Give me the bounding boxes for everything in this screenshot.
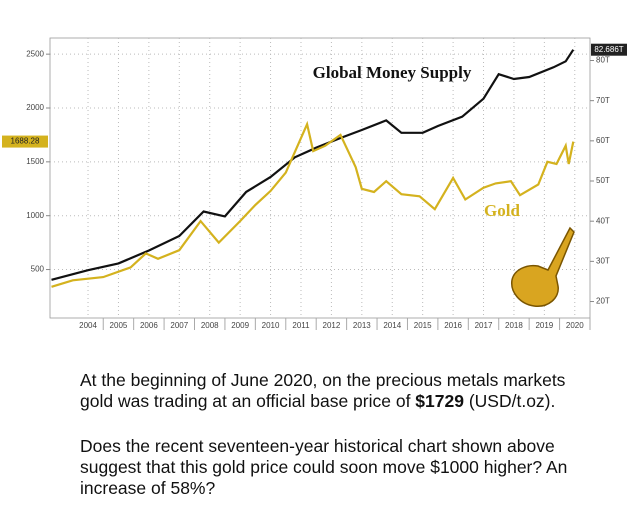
x-tick-label: 2005 — [110, 321, 128, 330]
caption-text: (USD/t.oz). — [463, 391, 556, 411]
x-tick-label: 2011 — [292, 321, 310, 330]
series-label: Global Money Supply — [313, 63, 472, 82]
y2-tick-label: 40T — [596, 216, 610, 225]
x-tick-label: 2015 — [414, 321, 432, 330]
plot-frame — [49, 37, 591, 319]
x-tick-label: 2014 — [383, 321, 401, 330]
x-tick-label: 2019 — [535, 321, 553, 330]
y-tick-label: 1500 — [26, 157, 44, 166]
y2-tick-label: 50T — [596, 176, 610, 185]
current-value-box — [2, 135, 48, 148]
x-tick-label: 2013 — [353, 321, 371, 330]
y2-tick-label: 60T — [596, 136, 610, 145]
y-tick-label: 500 — [31, 265, 45, 274]
y-tick-label: 2000 — [26, 103, 44, 112]
current-value-box — [591, 43, 627, 56]
x-tick-label: 2006 — [140, 321, 158, 330]
y2-tick-label: 80T — [596, 56, 610, 65]
current-value-label: 82.686T — [594, 45, 623, 54]
series-line — [51, 49, 575, 281]
caption-bold: $1729 — [415, 391, 464, 411]
x-tick-label: 2020 — [566, 321, 584, 330]
current-value-label: 1688.28 — [11, 137, 40, 146]
series-line — [51, 120, 575, 288]
chart: 500 1000 1500 2000 2500 20T 30T 40T 50T 60T 70T 80T… — [2, 37, 627, 330]
x-tick-label: 2010 — [262, 321, 280, 330]
caption-text: At the beginning of June 2020, on the pr… — [80, 370, 566, 411]
y2-tick-label: 20T — [596, 297, 610, 306]
x-tick-label: 2018 — [505, 321, 523, 330]
y2-tick-label: 70T — [596, 96, 610, 105]
y-tick-label: 1000 — [26, 211, 44, 220]
x-tick-label: 2009 — [231, 321, 249, 330]
caption-paragraph: Does the recent seventeen-year historica… — [80, 436, 600, 499]
x-tick-label: 2007 — [170, 321, 188, 330]
x-tick-label: 2012 — [323, 321, 341, 330]
y-tick-label: 2500 — [26, 49, 44, 58]
x-tick-label: 2004 — [79, 321, 97, 330]
hand-icon — [511, 226, 575, 307]
x-tick-label: 2017 — [475, 321, 493, 330]
caption-text: Does the recent seventeen-year historica… — [80, 436, 568, 498]
series-label: Gold — [484, 201, 520, 220]
x-tick-label: 2008 — [201, 321, 219, 330]
x-tick-label: 2016 — [444, 321, 462, 330]
y2-tick-label: 30T — [596, 256, 610, 265]
caption-paragraph: At the beginning of June 2020, on the pr… — [80, 370, 600, 412]
